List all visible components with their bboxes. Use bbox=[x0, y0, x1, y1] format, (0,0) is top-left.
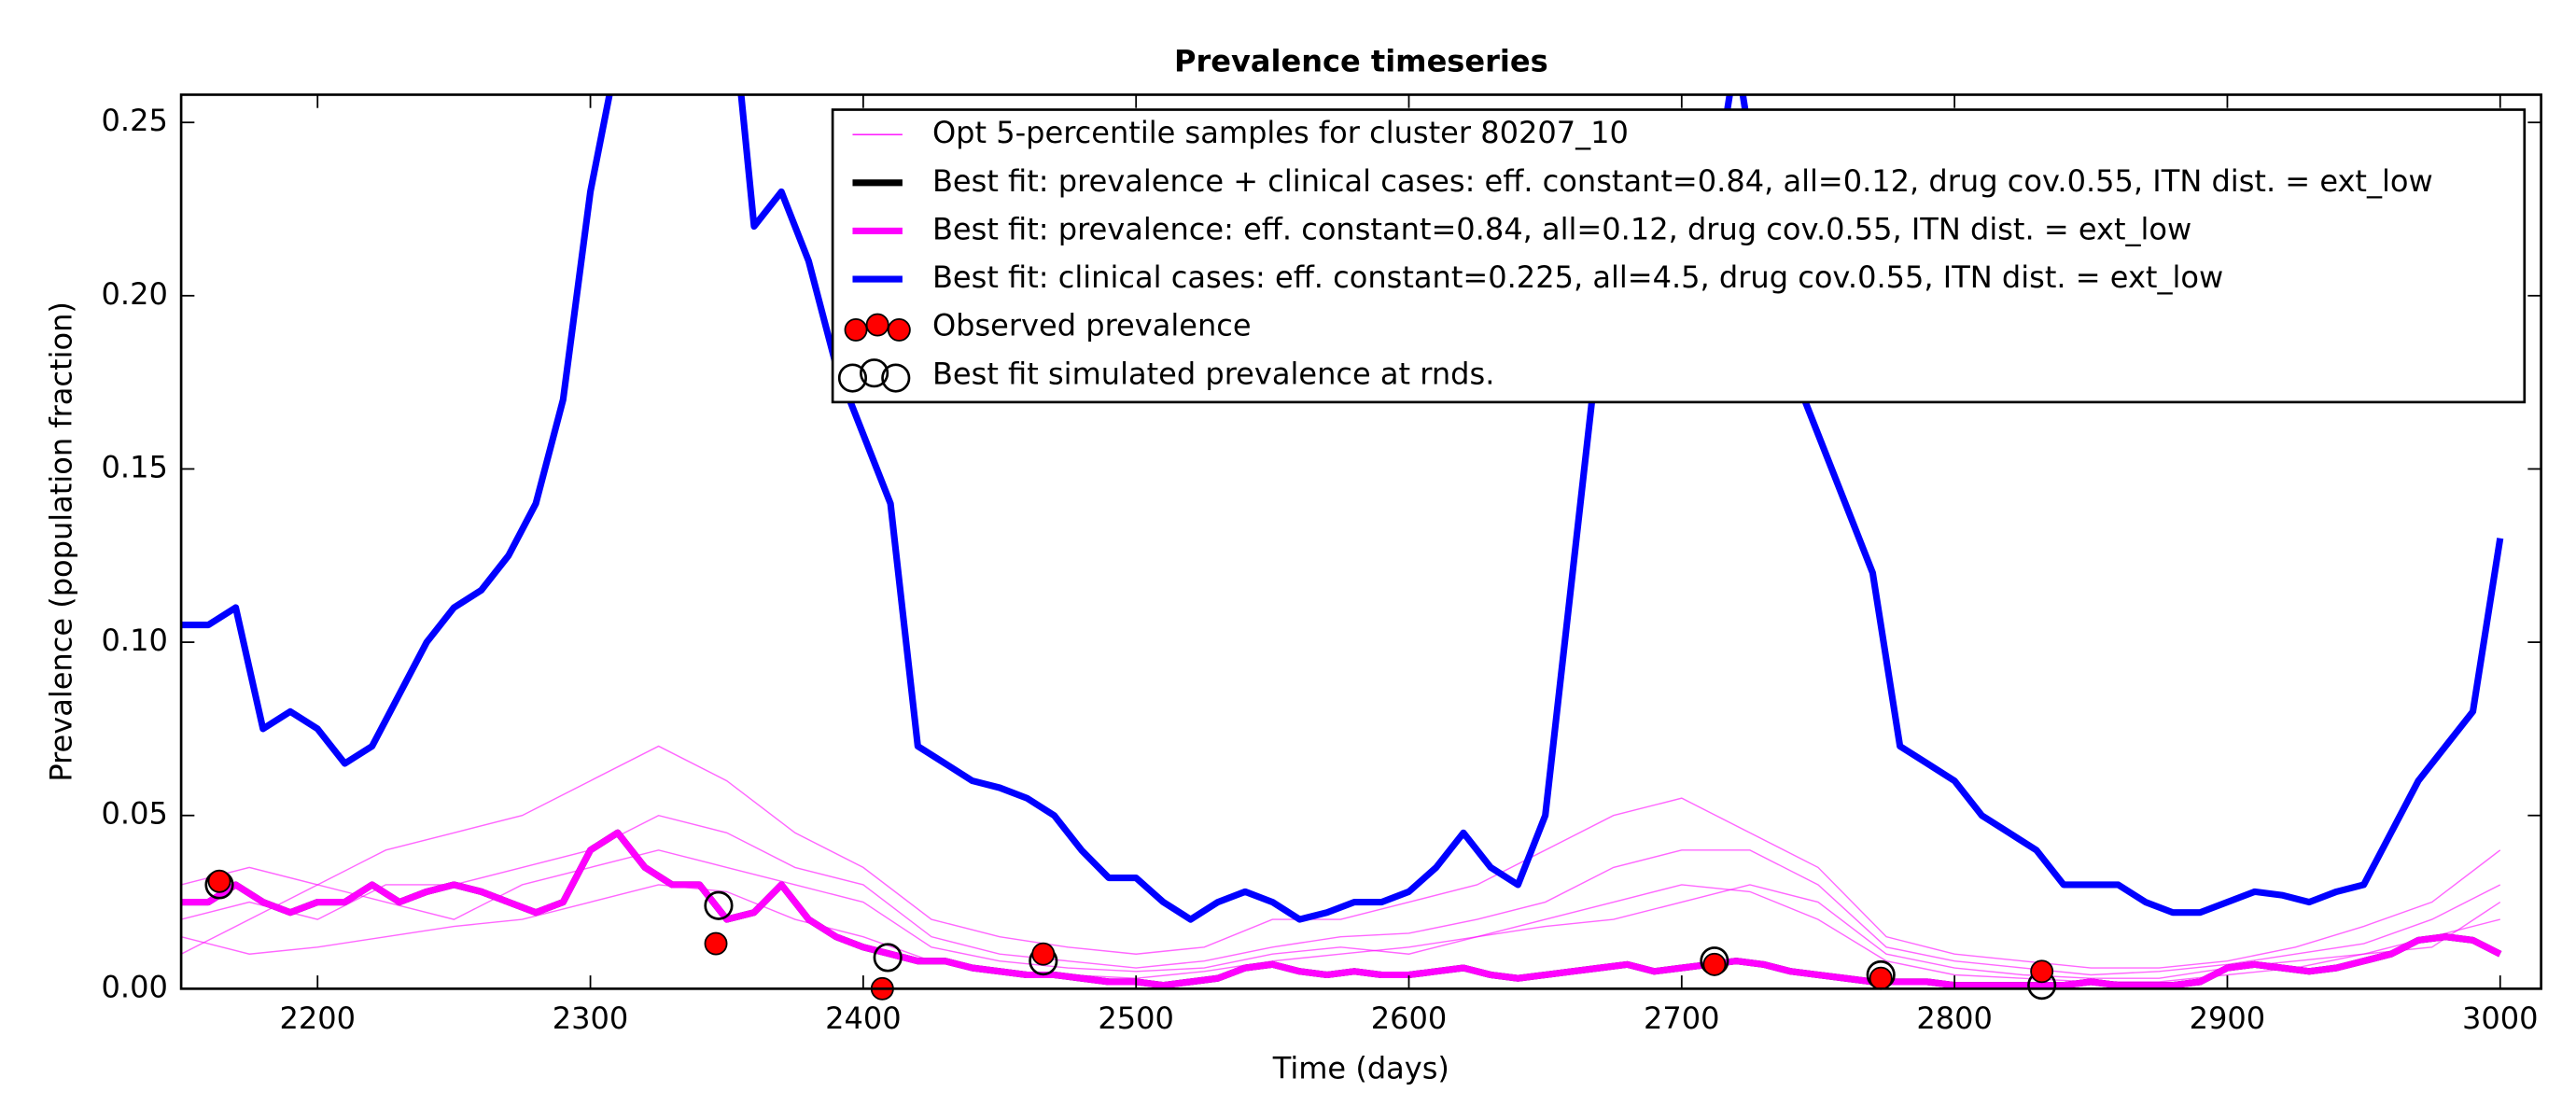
legend-box bbox=[831, 108, 2527, 404]
x-tick-label: 2700 bbox=[1644, 1001, 1720, 1036]
legend-label: Best fit: clinical cases: eff. constant=… bbox=[932, 259, 2223, 295]
legend-label: Observed prevalence bbox=[932, 308, 1252, 343]
y-axis-label: Prevalence (population fraction) bbox=[44, 301, 79, 782]
legend-label: Opt 5-percentile samples for cluster 802… bbox=[932, 115, 1629, 150]
plot-frame bbox=[179, 93, 2542, 990]
legend-swatch bbox=[844, 317, 868, 342]
legend: Opt 5-percentile samples for cluster 802… bbox=[831, 108, 2527, 404]
x-tick-label: 2800 bbox=[1916, 1001, 1993, 1036]
legend-swatch bbox=[860, 358, 889, 388]
series-line bbox=[181, 829, 2502, 989]
y-tick-label: 0.15 bbox=[102, 449, 168, 484]
legend-label: Best fit simulated prevalence at rnds. bbox=[932, 356, 1494, 391]
plot-area bbox=[181, 94, 2504, 989]
simulated-point bbox=[704, 890, 734, 920]
observed-point bbox=[2030, 959, 2054, 984]
series-line bbox=[181, 94, 2504, 923]
y-tick-label: 0.05 bbox=[102, 796, 168, 832]
legend-swatch bbox=[887, 317, 911, 342]
observed-point bbox=[1702, 952, 1727, 976]
sample-line bbox=[181, 849, 2501, 979]
y-tick-label: 0.20 bbox=[102, 276, 168, 312]
observed-point bbox=[1869, 966, 1893, 990]
x-tick-label: 2400 bbox=[825, 1001, 902, 1036]
x-tick-label: 2200 bbox=[279, 1001, 356, 1036]
chart-title: Prevalence timeseries bbox=[1174, 44, 1548, 79]
observed-point bbox=[207, 869, 231, 893]
x-tick-label: 2600 bbox=[1371, 1001, 1448, 1036]
legend-swatch bbox=[837, 363, 868, 393]
x-tick-label: 2500 bbox=[1098, 1001, 1174, 1036]
x-axis-label: Time (days) bbox=[1272, 1051, 1449, 1086]
simulated-point bbox=[873, 943, 903, 973]
y-tick-label: 0.25 bbox=[102, 103, 168, 138]
x-tick-label: 2300 bbox=[553, 1001, 629, 1036]
legend-swatch bbox=[881, 363, 911, 393]
x-tick-label: 3000 bbox=[2462, 1001, 2539, 1036]
sample-line bbox=[181, 814, 2501, 976]
y-tick-label: 0.00 bbox=[102, 969, 168, 1004]
y-tick-label: 0.10 bbox=[102, 623, 168, 658]
sample-line bbox=[181, 745, 2501, 969]
legend-label: Best fit: prevalence + clinical cases: e… bbox=[932, 163, 2433, 199]
legend-label: Best fit: prevalence: eff. constant=0.84… bbox=[932, 211, 2191, 246]
legend-swatch bbox=[865, 313, 889, 337]
x-tick-label: 2900 bbox=[2190, 1001, 2266, 1036]
sample-line bbox=[181, 884, 2500, 983]
observed-point bbox=[704, 931, 728, 956]
observed-point bbox=[1031, 942, 1056, 966]
